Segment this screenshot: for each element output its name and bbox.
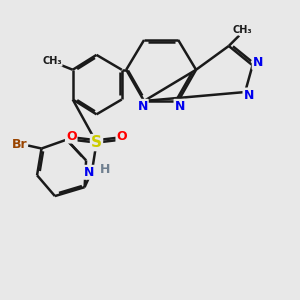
Text: CH₃: CH₃ [42,56,62,66]
Text: H: H [100,163,111,176]
Text: N: N [244,88,254,101]
Text: N: N [175,100,185,113]
Text: N: N [137,100,148,113]
Text: N: N [84,166,94,179]
Text: S: S [91,135,102,150]
Text: CH₃: CH₃ [232,25,252,34]
Text: Br: Br [11,138,27,151]
Text: O: O [116,130,127,142]
Text: N: N [253,56,263,69]
Text: O: O [66,130,76,142]
